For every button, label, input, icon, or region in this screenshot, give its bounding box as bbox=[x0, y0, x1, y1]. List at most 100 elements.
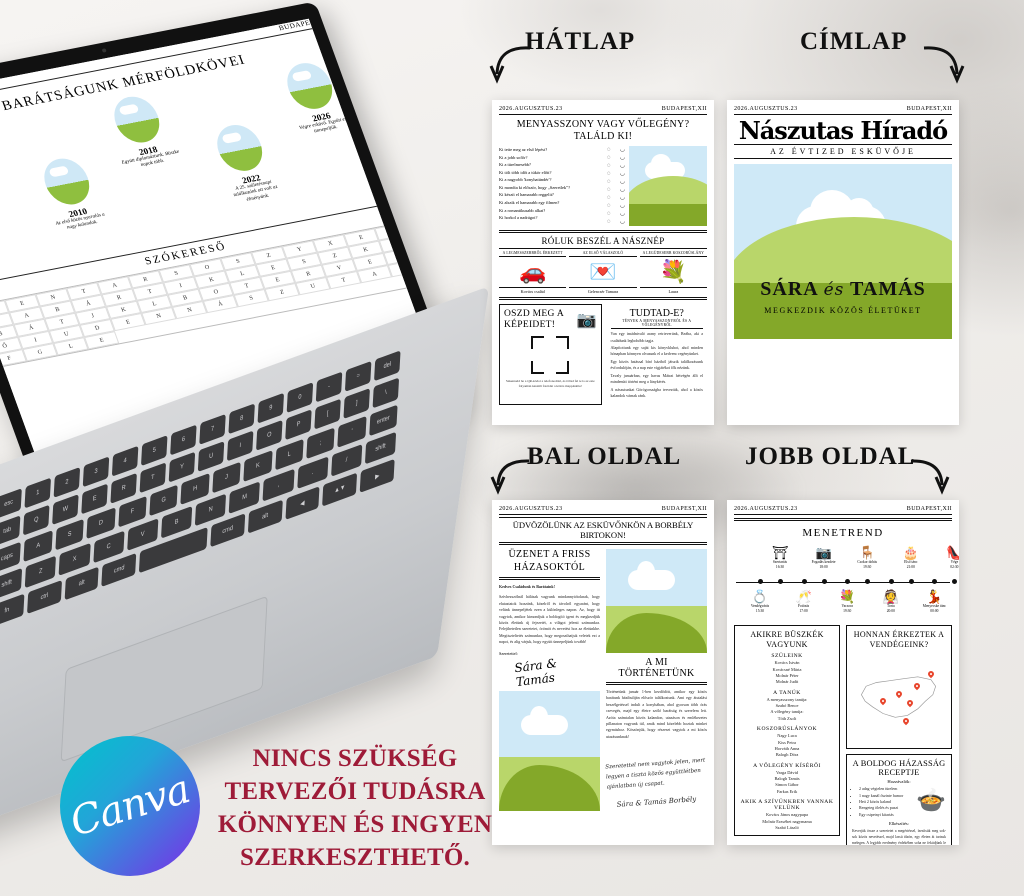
arrow-to-cimlap bbox=[923, 46, 965, 84]
key-P[interactable]: P bbox=[285, 409, 312, 441]
bride-veil-icon[interactable]: ◌ bbox=[607, 194, 611, 201]
groom-mustache-icon[interactable]: ◡ bbox=[619, 147, 625, 153]
newspaper-page-right[interactable]: 2026.AUGUSZTUS.23 BUDAPEST,XII MENETREND… bbox=[727, 500, 959, 845]
key-del[interactable]: del bbox=[374, 350, 401, 382]
quiz-answer-row[interactable]: ◌ ◡ bbox=[607, 211, 625, 219]
handwritten-note: Szeretettel nem vagytok jelen, mert legy… bbox=[605, 757, 706, 791]
bride-veil-icon[interactable]: ◌ bbox=[607, 170, 611, 177]
key-9[interactable]: 9 bbox=[257, 392, 285, 424]
key-][interactable]: ] bbox=[343, 388, 370, 420]
key-U[interactable]: U bbox=[197, 441, 225, 473]
groom-mustache-icon[interactable]: ◡ bbox=[619, 170, 625, 177]
key-2[interactable]: 2 bbox=[53, 466, 81, 498]
person-name: Simon Gábor bbox=[775, 782, 799, 788]
key-T[interactable]: T bbox=[139, 462, 167, 494]
newspaper-page-left[interactable]: 2026.AUGUSZTUS.23 BUDAPEST,XII ÜDVÖZÖLÜN… bbox=[492, 500, 714, 845]
quiz-answer-row[interactable]: ◌ ◡ bbox=[607, 147, 625, 155]
quiz-answer-row[interactable]: ◌ ◡ bbox=[607, 203, 625, 211]
message-title: ÜZENET A FRISS HÁZASOKTÓL bbox=[499, 549, 600, 580]
groom-mustache-icon[interactable]: ◡ bbox=[619, 186, 625, 193]
timeline-item: 👠 Vége 02:30 bbox=[934, 545, 959, 569]
quiz-answer-row[interactable]: ◌ ◡ bbox=[607, 171, 625, 179]
key-3[interactable]: 3 bbox=[82, 456, 110, 488]
recipe-ingredient: 1 nagy kanál őszinte humor bbox=[859, 793, 913, 799]
quiz-answer-row[interactable]: ◌ ◡ bbox=[607, 187, 625, 195]
message-body: Szívhezszólnál hálásak vagyunk mindannyi… bbox=[499, 594, 600, 645]
key-0[interactable]: 0 bbox=[286, 382, 314, 414]
key-W[interactable]: W bbox=[52, 494, 79, 526]
quiz-answer-row[interactable]: ◌ ◡ bbox=[607, 195, 625, 203]
wordsearch-cell[interactable]: S bbox=[374, 222, 410, 241]
timeline-item: 💃 Menyecske tánc 00:00 bbox=[914, 589, 954, 613]
bride-veil-icon[interactable]: ◌ bbox=[607, 178, 611, 185]
key--[interactable]: - bbox=[315, 371, 343, 403]
key-I[interactable]: I bbox=[226, 430, 254, 462]
gossip-columns: A LEGMESSZEBBRŐL ÉRKEZETT 🚗 Kovács család A… bbox=[499, 251, 707, 294]
quiz-answer-marks[interactable]: ◌ ◡ ◌ ◡ ◌ ◡ ◌ ◡ ◌ ◡ ◌ ◡ ◌ ◡ ◌ ◡ ◌ ◡ ◌ ◡ bbox=[607, 146, 625, 226]
quiz-answer-row[interactable]: ◌ ◡ bbox=[607, 179, 625, 187]
key-[[interactable]: [ bbox=[314, 398, 341, 430]
groom-mustache-icon[interactable]: ◡ bbox=[619, 218, 625, 225]
groom-mustache-icon[interactable]: ◡ bbox=[619, 202, 625, 209]
recipe-ingredient: Rengeteg ölelés és puszi bbox=[859, 805, 913, 811]
groom-mustache-icon[interactable]: ◡ bbox=[619, 178, 625, 185]
share-title: OSZD MEG A KÉPEIDET! bbox=[504, 309, 564, 331]
guest-map-panel: HONNAN ÉRKEZTEK A VENDÉGEINK? bbox=[846, 625, 952, 750]
key-6[interactable]: 6 bbox=[170, 424, 197, 456]
groom-mustache-icon[interactable]: ◡ bbox=[619, 154, 625, 161]
person-name: Szabó Bence bbox=[775, 703, 799, 709]
share-note: Szkenneld be a QR-kódot a telefonoddal, … bbox=[505, 379, 595, 389]
back-page-header: 2026.AUGUSZTUS.23 BUDAPEST,XII bbox=[499, 106, 707, 115]
key-O[interactable]: O bbox=[256, 419, 283, 451]
groom-mustache-icon[interactable]: ◡ bbox=[619, 162, 625, 169]
bride-veil-icon[interactable]: ◌ bbox=[607, 147, 611, 153]
bride-veil-icon[interactable]: ◌ bbox=[607, 186, 611, 193]
key-=[interactable]: = bbox=[344, 360, 372, 392]
quiz-answer-row[interactable]: ◌ ◡ bbox=[607, 155, 625, 163]
person-name: Varga Dávid bbox=[776, 769, 798, 775]
quiz-answer-row[interactable]: ◌ ◡ bbox=[607, 219, 625, 227]
bride-veil-icon[interactable]: ◌ bbox=[607, 210, 611, 217]
bride-veil-icon[interactable]: ◌ bbox=[607, 202, 611, 209]
person-name: Kiss Petra bbox=[778, 739, 796, 745]
gossip-name: Gelencsér Tamara bbox=[569, 287, 637, 294]
bouquet-icon: 💐 bbox=[839, 589, 856, 604]
key-1[interactable]: 1 bbox=[24, 477, 52, 509]
key-7[interactable]: 7 bbox=[199, 413, 226, 445]
key-fn[interactable]: fn bbox=[0, 593, 25, 628]
annotation-bal-oldal: BAL OLDAL bbox=[527, 443, 682, 470]
milestone-photo bbox=[210, 121, 269, 175]
key-E[interactable]: E bbox=[81, 483, 108, 515]
group-title: A TANÚK bbox=[773, 689, 801, 696]
key-Y[interactable]: Y bbox=[168, 451, 196, 483]
groom-mustache-icon[interactable]: ◡ bbox=[619, 210, 625, 217]
canva-logo-text: Canva bbox=[65, 766, 195, 846]
groom-mustache-icon[interactable]: ◡ bbox=[619, 194, 625, 201]
table-icon: 🪑 bbox=[859, 545, 876, 560]
group-title: KOSZORÚSLÁNYOK bbox=[756, 726, 818, 733]
newspaper-page-front[interactable]: 2026.AUGUSZTUS.23 BUDAPEST,XII Nászutas … bbox=[727, 100, 959, 425]
bride-veil-icon[interactable]: ◌ bbox=[607, 162, 611, 169]
groom-name: TAMÁS bbox=[850, 278, 926, 300]
key-\[interactable]: \ bbox=[372, 377, 400, 409]
key-R[interactable]: R bbox=[110, 472, 137, 504]
newspaper-page-back[interactable]: 2026.AUGUSZTUS.23 BUDAPEST,XII MENYASSZO… bbox=[492, 100, 714, 425]
gossip-column: A LEGÜDESEBB KOSZORÚSLÁNY 💐 Laura bbox=[639, 251, 707, 294]
love-letter-icon: 💌 bbox=[589, 259, 617, 285]
key-8[interactable]: 8 bbox=[228, 403, 255, 435]
canva-badge[interactable]: Canva bbox=[60, 736, 200, 876]
bride-veil-icon[interactable]: ◌ bbox=[607, 154, 611, 161]
key-5[interactable]: 5 bbox=[140, 435, 168, 467]
key-tab[interactable]: tab bbox=[0, 515, 21, 547]
quiz-question: Ki a nagyobb 'konyhatündér'? bbox=[499, 177, 552, 183]
front-page-header: 2026.AUGUSZTUS.23 BUDAPEST,XII bbox=[734, 106, 952, 115]
bride-veil-icon[interactable]: ◌ bbox=[607, 218, 611, 225]
qr-code-frame[interactable] bbox=[531, 336, 570, 375]
key-esc[interactable]: esc bbox=[0, 488, 22, 520]
handwritten-signature: Sára & Tamás Borbély bbox=[616, 795, 697, 809]
timeline-dot bbox=[888, 578, 894, 584]
key-4[interactable]: 4 bbox=[111, 445, 139, 477]
quiz-answer-row[interactable]: ◌ ◡ bbox=[607, 163, 625, 171]
key-Q[interactable]: Q bbox=[22, 504, 50, 536]
share-photos-box[interactable]: OSZD MEG A KÉPEIDET! 📷 Szkenneld be a QR… bbox=[499, 304, 602, 405]
